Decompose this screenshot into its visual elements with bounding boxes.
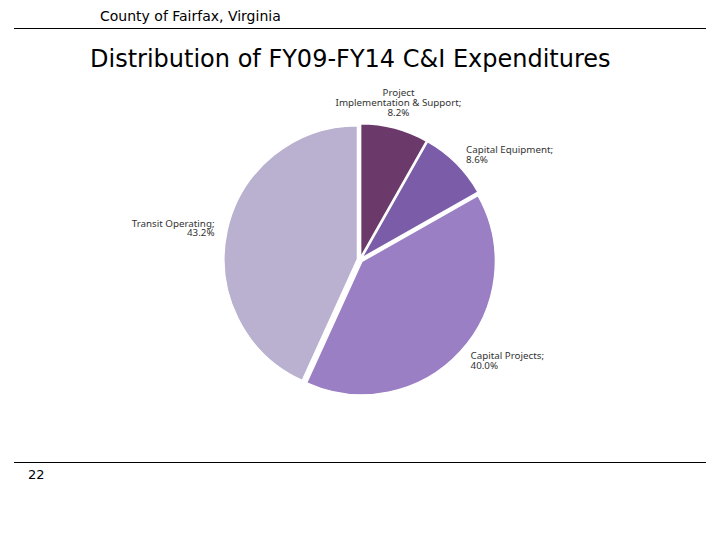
svg-text:Capital Equipment;8.6%: Capital Equipment;8.6% <box>466 143 553 166</box>
svg-text:ProjectImplementation & Suppor: ProjectImplementation & Support;8.2% <box>336 86 462 119</box>
html-text:Distribution of FY09-FY14 C&I: Distribution of FY09-FY14 C&I Expenditur… <box>90 45 611 73</box>
svg-text:Capital Projects;40.0%: Capital Projects;40.0% <box>471 349 544 372</box>
html-text:22: 22 <box>28 467 45 483</box>
html-text:County of Fairfax, Virginia: County of Fairfax, Virginia <box>100 8 281 24</box>
svg-text:Transit Operating;43.2%: Transit Operating;43.2% <box>132 217 215 240</box>
